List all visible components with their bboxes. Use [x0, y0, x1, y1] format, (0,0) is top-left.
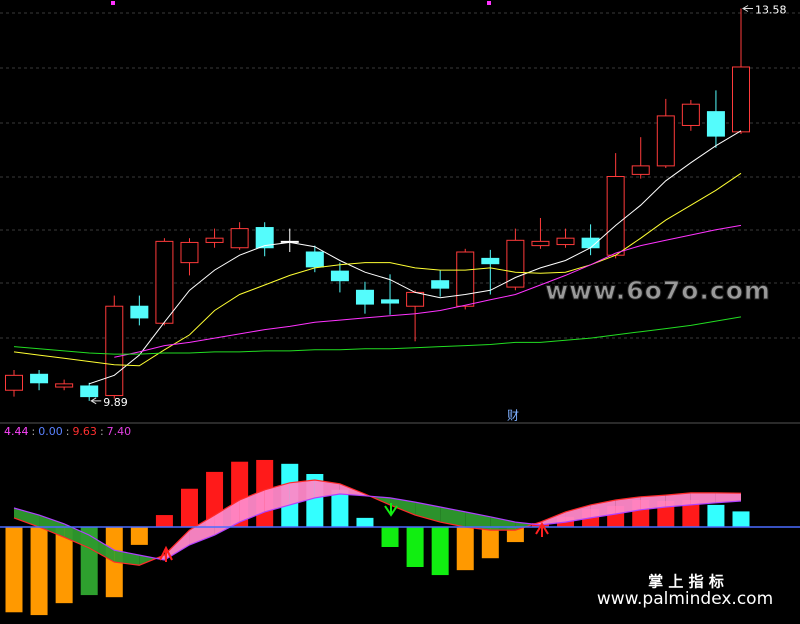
- ribbon: [89, 535, 115, 563]
- ribbon: [565, 504, 591, 523]
- bar: [732, 511, 750, 527]
- readout: 4.44:0.00:9.63:7.40: [4, 425, 131, 438]
- candle-body: [205, 237, 224, 243]
- ribbon: [289, 479, 315, 505]
- candle-body: [305, 251, 324, 268]
- readout-separator: :: [66, 425, 70, 438]
- candle-body: [80, 385, 99, 398]
- bar: [707, 504, 725, 527]
- readout-value: 4.44: [4, 425, 29, 438]
- ribbon: [715, 492, 741, 503]
- candle-body: [230, 228, 249, 249]
- bar: [431, 526, 449, 576]
- label-pointer: [90, 397, 102, 405]
- ribbon: [64, 523, 90, 549]
- ribbon: [440, 506, 466, 527]
- bar: [155, 515, 173, 527]
- bar: [331, 489, 349, 527]
- candle-body: [255, 227, 274, 249]
- buy-arrow: [159, 545, 173, 562]
- ribbon: [665, 492, 691, 507]
- ribbon: [14, 508, 40, 527]
- ribbon: [390, 497, 416, 516]
- buy-arrow: [535, 522, 549, 537]
- candle-body: [606, 176, 625, 256]
- bar: [55, 526, 73, 604]
- bar: [130, 526, 148, 545]
- ribbon: [690, 492, 716, 505]
- ribbon: [640, 495, 666, 510]
- candle-body: [631, 165, 650, 175]
- bar: [682, 499, 700, 527]
- bar: [381, 526, 399, 547]
- candle-body: [30, 373, 49, 384]
- bar: [356, 517, 374, 527]
- bar: [180, 488, 198, 527]
- candle-body: [456, 251, 475, 307]
- candle-body: [431, 280, 450, 289]
- bar: [456, 526, 474, 571]
- candle-body: [5, 374, 23, 391]
- ribbon: [615, 496, 641, 515]
- candle-body: [656, 115, 675, 167]
- watermark: www.6o7o.com: [545, 276, 771, 305]
- readout-value: 9.63: [72, 425, 97, 438]
- ribbon: [264, 482, 290, 512]
- readout-separator: :: [32, 425, 36, 438]
- candle-body: [556, 237, 575, 246]
- readout-value: 7.40: [107, 425, 132, 438]
- candle-body: [130, 305, 149, 319]
- marker-dot: [487, 1, 491, 5]
- candle-body: [732, 66, 750, 133]
- candle-body: [706, 111, 725, 137]
- ribbon: [415, 502, 441, 523]
- candle-body: [155, 240, 174, 324]
- footer-url: www.palmindex.com: [597, 589, 773, 609]
- extreme-label: 13.58: [755, 4, 787, 17]
- label-pointer: [742, 5, 753, 12]
- candle-body: [180, 241, 199, 264]
- bar: [506, 526, 524, 543]
- bar: [5, 526, 23, 613]
- ribbon: [465, 511, 491, 531]
- candle-body: [481, 257, 500, 265]
- candle-body: [406, 291, 425, 307]
- ribbon: [164, 530, 190, 560]
- ribbon: [590, 499, 616, 518]
- readout-separator: :: [100, 425, 104, 438]
- sell-arrow: [384, 503, 398, 517]
- bar: [30, 526, 48, 616]
- bar: [406, 526, 424, 568]
- footer-title: 掌 上 指 标: [648, 573, 724, 591]
- marker-dot: [111, 1, 115, 5]
- bar: [481, 526, 499, 559]
- readout-value: 0.00: [38, 425, 63, 438]
- candle-body: [531, 240, 550, 247]
- ribbon: [314, 479, 340, 498]
- candle-body: [105, 305, 124, 397]
- moving-average: [89, 130, 742, 385]
- candle-body: [55, 383, 74, 388]
- candle-body: [681, 103, 700, 126]
- grid: [0, 12, 800, 339]
- annotation: 财: [507, 409, 519, 423]
- indicator-line: [13, 493, 742, 561]
- candle-body: [330, 270, 349, 282]
- extreme-label: 9.89: [103, 396, 128, 409]
- candle-body: [381, 299, 400, 304]
- price-panel: 13.58 9.89: [5, 4, 787, 409]
- moving-average: [13, 316, 742, 355]
- indicator-panel: [0, 459, 800, 616]
- ribbon: [540, 511, 566, 525]
- candle-body: [355, 289, 374, 305]
- indicator-line: [13, 479, 742, 566]
- ribbon: [39, 515, 65, 538]
- moving-average: [114, 224, 742, 358]
